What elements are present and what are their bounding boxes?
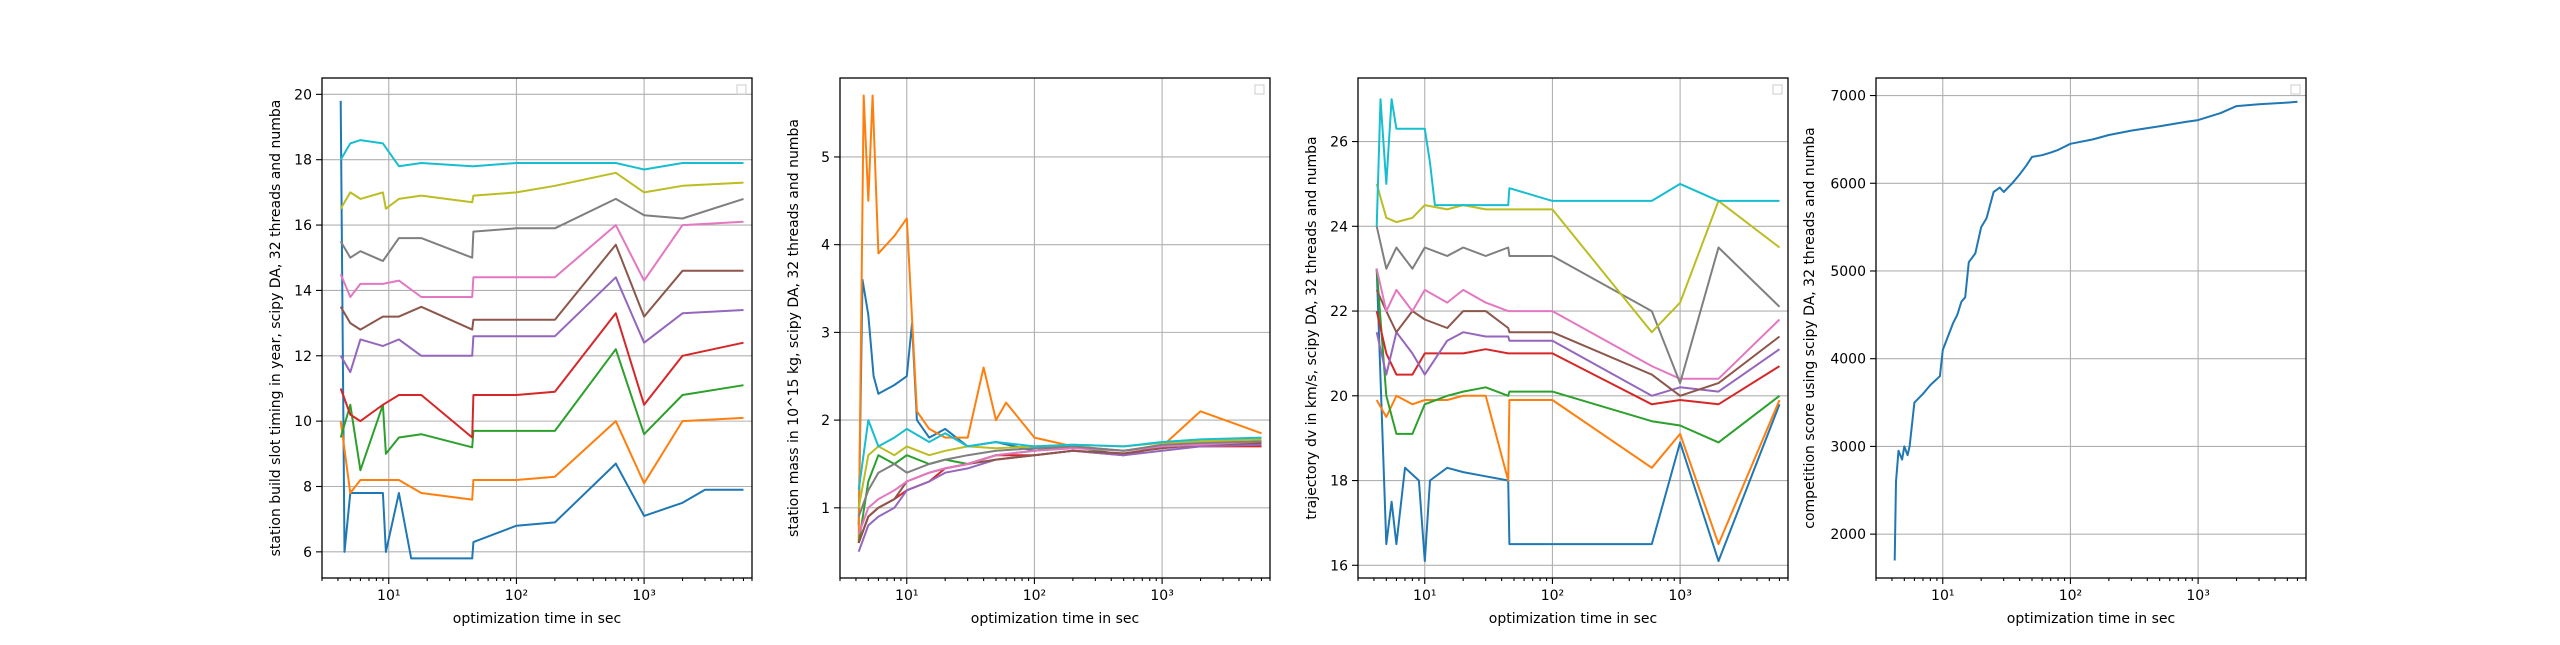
- x-tick-label: 10²: [1541, 588, 1564, 604]
- axes-frame: [1357, 77, 1789, 579]
- y-tick-label: 4: [821, 238, 830, 254]
- y-tick-label: 4000: [1830, 352, 1866, 368]
- y-tick-label: 22: [1330, 304, 1348, 320]
- x-tick-label: 10¹: [377, 588, 400, 604]
- y-tick-label: 3: [821, 325, 830, 341]
- axes-frame: [321, 77, 753, 579]
- y-tick-label: 6000: [1830, 176, 1866, 192]
- y-tick-label: 7000: [1830, 89, 1866, 105]
- series-line-8: [857, 440, 1262, 517]
- series-line-8: [1375, 226, 1781, 385]
- series-line-2: [339, 416, 744, 501]
- series-line-1: [857, 278, 1262, 526]
- series-line-1: [1375, 268, 1781, 563]
- series-line-7: [1375, 268, 1781, 380]
- series-line-1: [1893, 100, 2298, 561]
- x-axis-label: optimization time in sec: [2007, 611, 2175, 627]
- series-line-4: [339, 312, 744, 439]
- y-tick-label: 3000: [1830, 439, 1866, 455]
- y-axis-label: trajectory dv in km/s, scipy DA, 32 thre…: [1304, 136, 1320, 519]
- y-tick-label: 14: [294, 283, 312, 299]
- axes-frame: [839, 77, 1271, 579]
- x-tick-label: 10²: [1023, 588, 1046, 604]
- series-line-3: [857, 441, 1262, 544]
- y-tick-label: 8: [303, 479, 312, 495]
- y-tick-label: 5000: [1830, 264, 1866, 280]
- y-tick-label: 16: [294, 218, 312, 234]
- y-tick-label: 20: [294, 87, 312, 103]
- chart-panel-1: 10¹ 10² 10³ 6 8 10 12 14 16 18 20 optimization time…: [268, 77, 753, 627]
- y-tick-label: 18: [1330, 474, 1348, 490]
- chart-panel-4: 10¹ 10² 10³ 2000 3000 4000 5000 6000 7000 optimiz…: [1802, 77, 2307, 627]
- series-line-10: [1375, 98, 1780, 227]
- series-line-9: [1375, 183, 1781, 334]
- x-tick-label: 10³: [1668, 588, 1691, 604]
- series-line-6: [339, 243, 744, 331]
- series-line-5: [339, 276, 744, 374]
- y-tick-label: 18: [294, 153, 312, 169]
- y-tick-label: 20: [1330, 389, 1348, 405]
- series-line-9: [339, 171, 744, 210]
- series-line-5: [1375, 331, 1781, 397]
- y-tick-label: 16: [1330, 558, 1348, 574]
- chart-panel-2: 10¹ 10² 10³ 1 2 3 4 5 optimization time in sec st…: [786, 77, 1271, 627]
- x-axis-label: optimization time in sec: [1489, 611, 1657, 627]
- y-tick-label: 5: [821, 150, 830, 166]
- series-line-1: [339, 100, 744, 560]
- series-line-3: [1375, 268, 1781, 444]
- legend-box: [736, 84, 747, 95]
- series-line-10: [339, 139, 744, 171]
- legend-box: [1254, 84, 1265, 95]
- legend-box: [1772, 84, 1783, 95]
- y-tick-label: 2: [821, 413, 830, 429]
- legend-box: [2290, 84, 2301, 95]
- y-tick-label: 2000: [1830, 527, 1866, 543]
- y-tick-label: 26: [1330, 135, 1348, 151]
- y-tick-label: 10: [294, 414, 312, 430]
- y-axis-label: competition score using scipy DA, 32 thr…: [1802, 127, 1818, 528]
- chart-panel-3: 10¹ 10² 10³ 16 18 20 22 24 26 optimization time i…: [1304, 77, 1789, 627]
- y-tick-label: 24: [1330, 219, 1348, 235]
- series-line-7: [339, 220, 744, 298]
- series-line-7: [857, 440, 1262, 535]
- y-tick-label: 6: [303, 545, 312, 561]
- x-axis-label: optimization time in sec: [971, 611, 1139, 627]
- series-line-10: [857, 419, 1262, 491]
- x-tick-label: 10¹: [1413, 588, 1436, 604]
- series-line-3: [339, 348, 744, 472]
- series-line-6: [857, 441, 1262, 544]
- y-axis-label: station build slot timing in year, scipy…: [268, 100, 284, 557]
- axes-frame: [1875, 77, 2307, 579]
- x-tick-label: 10²: [2059, 588, 2082, 604]
- x-tick-label: 10³: [1150, 588, 1173, 604]
- series-line-6: [1375, 289, 1781, 397]
- y-tick-label: 12: [294, 349, 312, 365]
- x-tick-label: 10²: [505, 588, 528, 604]
- y-axis-label: station mass in 10^15 kg, scipy DA, 32 t…: [786, 119, 802, 537]
- x-tick-label: 10¹: [895, 588, 918, 604]
- x-axis-label: optimization time in sec: [453, 611, 621, 627]
- x-tick-label: 10³: [2186, 588, 2209, 604]
- series-line-4: [1375, 310, 1781, 406]
- series-line-8: [339, 197, 744, 262]
- series-line-2: [1375, 394, 1781, 546]
- x-tick-label: 10³: [632, 588, 655, 604]
- series-line-5: [857, 443, 1262, 553]
- x-tick-label: 10¹: [1931, 588, 1954, 604]
- y-tick-label: 1: [821, 501, 830, 517]
